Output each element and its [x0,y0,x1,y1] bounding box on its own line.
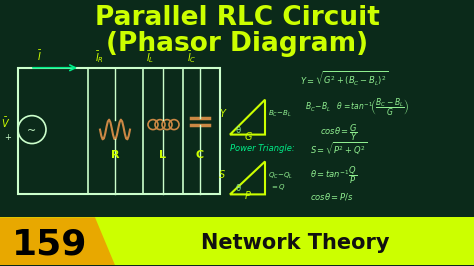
Text: Y: Y [219,109,225,119]
Text: θ: θ [236,126,241,135]
Text: S: S [219,171,225,180]
Text: $Q_C\!-\!Q_L$: $Q_C\!-\!Q_L$ [268,171,293,181]
Text: $\bar{I}$: $\bar{I}$ [37,49,43,63]
Text: L: L [159,149,166,160]
Text: $B_C\!-\!B_L \quad \theta = tan^{-1}\!\left(\dfrac{B_C-B_L}{G}\right)$: $B_C\!-\!B_L \quad \theta = tan^{-1}\!\l… [305,96,410,118]
Bar [0,217,474,265]
Text: C: C [196,149,204,160]
Text: $\theta = tan^{-1}\dfrac{Q}{P}$: $\theta = tan^{-1}\dfrac{Q}{P}$ [310,164,357,185]
Text: P: P [245,191,251,201]
Text: θ: θ [236,184,241,193]
Text: $B_C\!-\!B_L$: $B_C\!-\!B_L$ [268,109,292,119]
Text: 159: 159 [12,227,88,261]
Text: Power Triangle:: Power Triangle: [230,144,295,152]
Text: $S = \sqrt{P^2 + Q^2}$: $S = \sqrt{P^2 + Q^2}$ [310,141,367,158]
Text: G: G [244,132,252,142]
Text: $\bar{I}_C$: $\bar{I}_C$ [187,49,197,65]
Polygon shape [0,217,115,265]
Text: ~: ~ [27,126,36,136]
Text: $cos\theta = P/s$: $cos\theta = P/s$ [310,191,354,202]
Text: +: + [5,132,11,142]
Text: $\bar{I}_L$: $\bar{I}_L$ [146,49,154,65]
Text: $\bar{V}$: $\bar{V}$ [1,115,10,130]
Text: $=Q$: $=Q$ [270,182,286,192]
Bar [18,68,220,194]
Text: Parallel RLC Circuit: Parallel RLC Circuit [94,5,380,31]
Text: $Y = \sqrt{G^2+(B_C-B_L)^2}$: $Y = \sqrt{G^2+(B_C-B_L)^2}$ [300,70,388,88]
Text: $\bar{I}_R$: $\bar{I}_R$ [95,49,104,65]
Text: $cos\theta = \dfrac{G}{Y}$: $cos\theta = \dfrac{G}{Y}$ [320,122,358,143]
Text: R: R [111,149,119,160]
Text: Network Theory: Network Theory [201,233,389,253]
Text: (Phasor Diagram): (Phasor Diagram) [106,31,368,57]
